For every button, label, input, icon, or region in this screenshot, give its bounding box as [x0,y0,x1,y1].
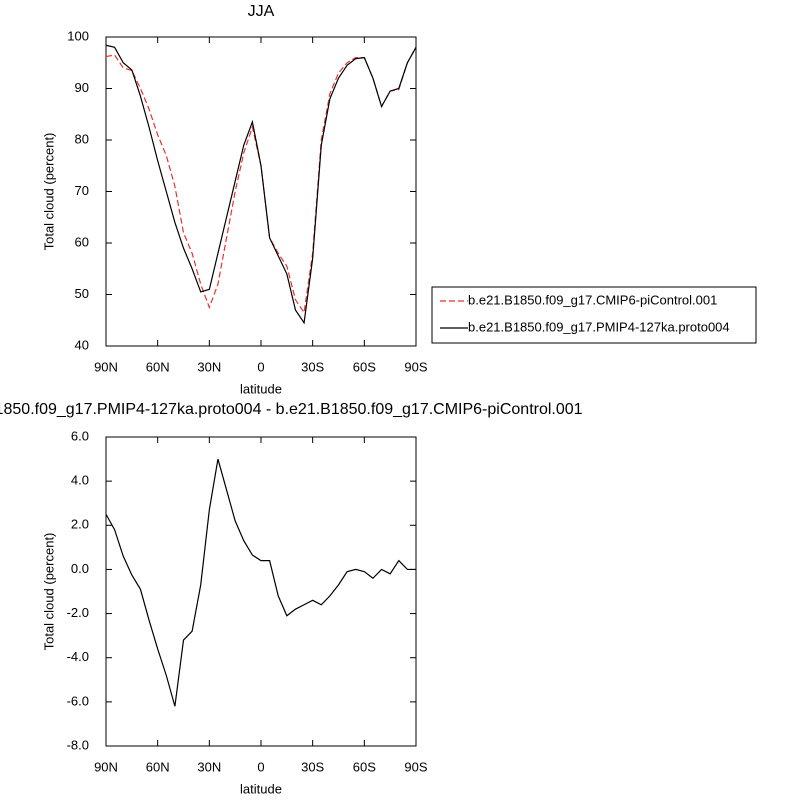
y-tick-label: 40 [75,337,89,352]
x-tick-label: 60S [353,359,376,374]
y-tick-label: 90 [75,80,89,95]
data-line [105,458,416,707]
data-line [105,44,417,325]
y-tick-label: -8.0 [67,737,89,752]
y-tick-label: -6.0 [67,693,89,708]
y-tick-label: 60 [75,234,89,249]
chart-title: b.e21.B1850.f09_g17.PMIP4-127ka.proto004… [0,401,583,418]
plot-frame [105,36,417,347]
y-tick-label: 100 [67,28,89,43]
y-axis-label: Total cloud (percent) [41,133,56,251]
x-tick-label: 30S [301,359,324,374]
y-tick-label: 6.0 [71,428,89,443]
y-tick-label: -2.0 [67,605,89,620]
x-tick-label: 30N [197,759,221,774]
x-tick-label: 90N [94,359,118,374]
x-tick-label: 60S [353,759,376,774]
x-tick-label: 30N [197,359,221,374]
x-tick-label: 30S [301,759,324,774]
x-tick-label: 90S [404,359,427,374]
x-axis-label: latitude [240,381,282,396]
plot-frame [105,436,417,747]
chart-title: JJA [248,3,275,20]
y-tick-label: 50 [75,286,89,301]
legend-box [431,286,757,344]
x-tick-label: 0 [257,759,264,774]
y-tick-label: -4.0 [67,649,89,664]
y-tick-label: 0.0 [71,561,89,576]
data-line [105,47,417,315]
y-tick-label: 2.0 [71,517,89,532]
y-tick-label: 80 [75,131,89,146]
x-tick-label: 60N [146,359,170,374]
x-tick-label: 90S [404,759,427,774]
legend-label: b.e21.B1850.f09_g17.PMIP4-127ka.proto004 [468,319,730,334]
x-tick-label: 0 [257,359,264,374]
y-tick-label: 70 [75,183,89,198]
x-tick-label: 60N [146,759,170,774]
legend-label: b.e21.B1850.f09_g17.CMIP6-piControl.001 [468,292,717,307]
y-axis-label: Total cloud (percent) [41,533,56,651]
x-axis-label: latitude [240,781,282,796]
y-tick-label: 4.0 [71,473,89,488]
x-tick-label: 90N [94,759,118,774]
